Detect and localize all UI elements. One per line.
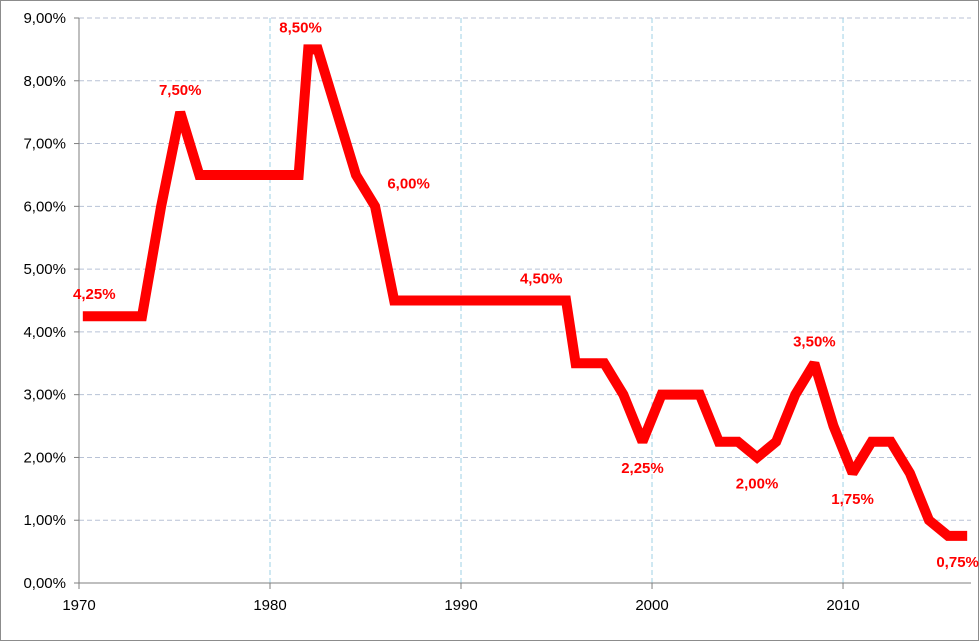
data-label: 4,25% <box>73 286 116 303</box>
axis-layer: 0,00% 1,00% 2,00% 3,00% 4,00% 5,00% 6,00% 7,00%… <box>23 10 971 614</box>
y-axis-tick-label: 2,00% <box>23 449 66 466</box>
x-axis-tick-label: 1980 <box>253 597 286 614</box>
series-layer <box>82 44 968 541</box>
y-axis-tick-label: 9,00% <box>23 10 66 27</box>
data-label: 3,50% <box>793 333 836 350</box>
y-axis-tick-label: 8,00% <box>23 73 66 90</box>
data-label: 0,75% <box>936 554 979 571</box>
y-axis-tick-label: 4,00% <box>23 324 66 341</box>
y-axis-tick-label: 3,00% <box>23 387 66 404</box>
data-label: 2,25% <box>621 460 664 477</box>
data-label: 8,50% <box>279 19 322 36</box>
grid-layer <box>79 17 971 583</box>
data-label: 7,50% <box>159 82 202 99</box>
y-axis-tick-label: 1,00% <box>23 512 66 529</box>
y-axis-tick-label: 7,00% <box>23 136 66 153</box>
x-axis-tick-label: 2000 <box>635 597 668 614</box>
x-axis-tick-label: 1990 <box>444 597 477 614</box>
data-label-layer: 4,25% 7,50% 8,50% 6,00% 4,50% 2,25% 2,00% 3,50%… <box>73 19 979 571</box>
x-axis-tick-label: 1970 <box>62 597 95 614</box>
y-axis-tick-label: 6,00% <box>23 198 66 215</box>
data-label: 2,00% <box>736 475 779 492</box>
interest-rate-line <box>82 44 968 541</box>
x-axis-tick-label: 2010 <box>826 597 859 614</box>
data-label: 1,75% <box>831 491 874 508</box>
y-axis-tick-label: 5,00% <box>23 261 66 278</box>
data-label: 6,00% <box>387 175 430 192</box>
y-axis-tick-label: 0,00% <box>23 575 66 592</box>
data-label: 4,50% <box>520 271 563 288</box>
